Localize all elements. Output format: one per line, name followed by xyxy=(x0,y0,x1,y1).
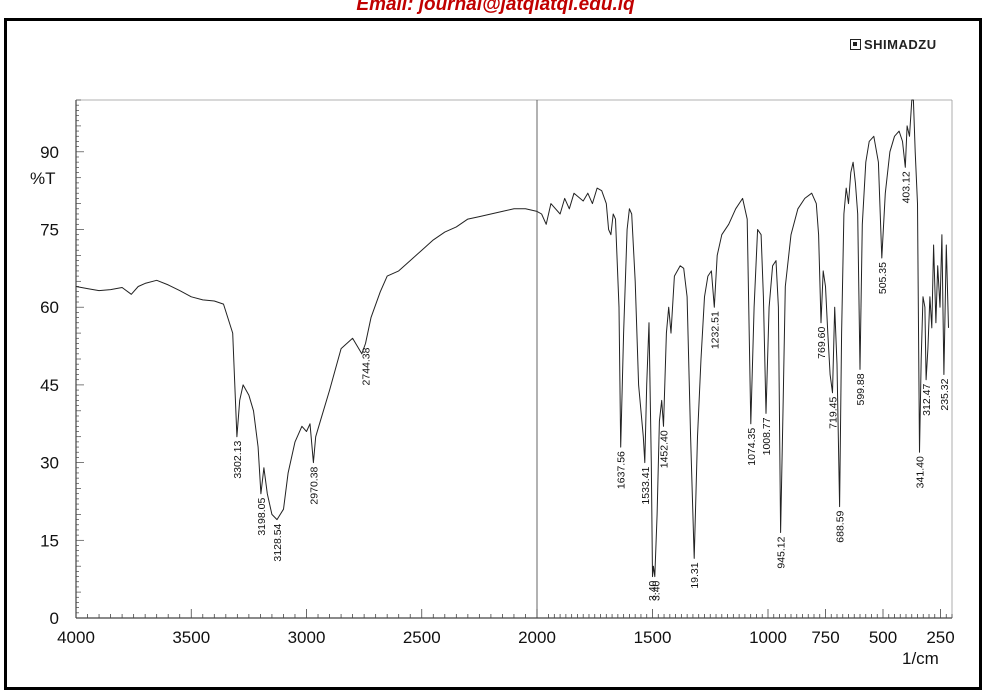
peak-label: 312.47 xyxy=(921,384,933,416)
chart-frame xyxy=(4,18,982,690)
peak-label: 3198.05 xyxy=(256,498,268,536)
y-tick-label: 0 xyxy=(50,609,59,628)
peak-label: 1232.51 xyxy=(709,311,721,349)
peak-label: 3.40 xyxy=(647,580,659,601)
y-tick-label: 60 xyxy=(40,298,59,317)
shimadzu-logo-icon xyxy=(850,39,861,50)
peak-label: 2970.38 xyxy=(308,466,320,504)
y-tick-label: 45 xyxy=(40,376,59,395)
peak-label: 1074.35 xyxy=(746,428,758,466)
peak-label: 19.31 xyxy=(689,562,701,588)
x-axis-title: 1/cm xyxy=(902,649,939,668)
peak-label: 599.88 xyxy=(855,373,867,405)
y-tick-label: 75 xyxy=(40,221,59,240)
x-tick-label: 1000 xyxy=(749,628,787,647)
y-tick-label: 15 xyxy=(40,531,59,550)
peak-label: 688.59 xyxy=(835,510,847,542)
peak-label: 1452.40 xyxy=(659,430,671,468)
series-group xyxy=(75,99,949,578)
brand-name: SHIMADZU xyxy=(864,37,937,52)
spectrum-line-0 xyxy=(75,99,949,578)
peak-label: 769.60 xyxy=(816,327,828,359)
x-tick-label: 1500 xyxy=(634,628,672,647)
y-axis-title: %T xyxy=(30,169,56,188)
peak-label: 1637.56 xyxy=(616,451,628,489)
peak-label: 1008.77 xyxy=(761,417,773,455)
x-tick-label: 500 xyxy=(869,628,897,647)
x-tick-label: 250 xyxy=(926,628,954,647)
peak-label: 341.40 xyxy=(915,456,927,488)
y-tick-label: 90 xyxy=(40,143,59,162)
peak-labels: 3302.13 3198.05 3128.54 2970.38 2744.38 1637.… xyxy=(232,171,951,601)
peak-label: 2744.38 xyxy=(360,347,372,385)
peak-label: 945.12 xyxy=(776,536,788,568)
x-tick-label: 2500 xyxy=(403,628,441,647)
axes: 4000 3500 3000 2500 2000 1500 1000 750 500 250015… xyxy=(30,99,955,668)
peak-label: 403.12 xyxy=(900,171,912,203)
x-tick-label: 3500 xyxy=(172,628,210,647)
peak-label: 3128.54 xyxy=(272,523,284,561)
page-header-email: Email: journal@jatqlatql.edu.iq xyxy=(356,0,635,15)
peak-label: 719.45 xyxy=(828,397,840,429)
x-tick-label: 3000 xyxy=(288,628,326,647)
peak-label: 3302.13 xyxy=(232,441,244,479)
peak-label: 505.35 xyxy=(877,262,889,294)
x-tick-label: 4000 xyxy=(57,628,95,647)
peak-label: 235.32 xyxy=(939,378,951,410)
x-tick-label: 750 xyxy=(811,628,839,647)
brand-logo: SHIMADZU xyxy=(850,37,937,52)
x-tick-label: 2000 xyxy=(518,628,556,647)
peak-label: 1533.41 xyxy=(640,466,652,504)
peak-label: 3.40 xyxy=(650,580,662,601)
y-tick-label: 30 xyxy=(40,454,59,473)
